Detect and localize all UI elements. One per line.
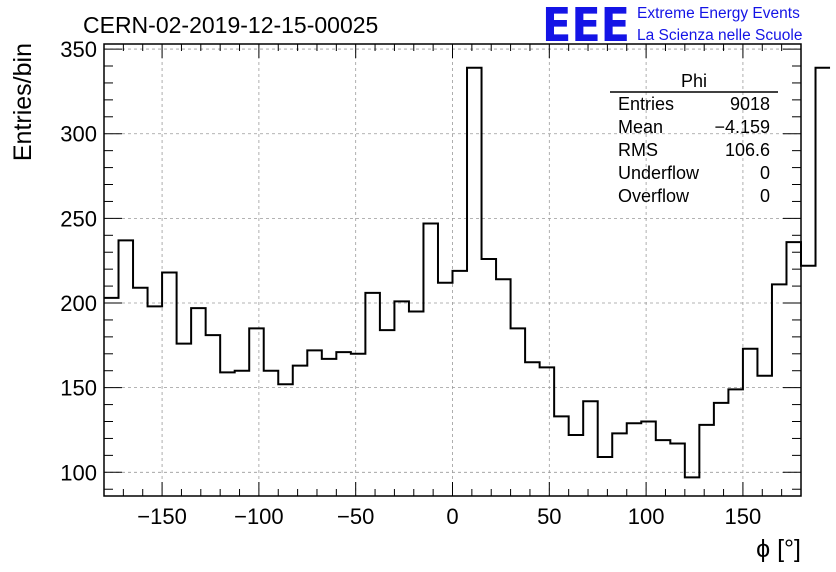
stats-value: 106.6	[725, 140, 770, 160]
run-title: CERN-02-2019-12-15-00025	[83, 12, 378, 38]
histogram-bin	[394, 301, 409, 496]
stats-label: Overflow	[618, 186, 690, 206]
histogram-bin	[409, 311, 424, 496]
histogram-bin	[293, 366, 308, 496]
histogram-bin	[583, 401, 598, 496]
stats-box: Phi Entries 9018 Mean −4.159 RMS 106.6 Underfl…	[610, 71, 778, 206]
histogram-bin	[249, 328, 264, 496]
histogram-bin	[148, 306, 163, 496]
histogram-bin	[206, 335, 221, 496]
histogram-bin	[119, 240, 134, 496]
x-tick-label: −150	[137, 504, 187, 529]
histogram-bin	[496, 279, 511, 496]
stats-label: Mean	[618, 117, 663, 137]
histogram-bin	[351, 354, 366, 496]
histogram-bin	[699, 425, 714, 496]
stats-label: RMS	[618, 140, 658, 160]
x-tick-label: 150	[725, 504, 762, 529]
histogram-bin	[685, 477, 700, 496]
histogram-bin	[220, 372, 235, 496]
y-tick-label: 300	[60, 122, 97, 147]
histogram-bin	[162, 273, 177, 496]
histogram-bin	[525, 362, 540, 496]
histogram-bin	[714, 403, 729, 496]
stats-value: 0	[760, 163, 770, 183]
histogram-bin	[423, 223, 438, 496]
histogram-outline	[104, 66, 831, 479]
histogram-bin	[540, 367, 555, 496]
histogram-bin	[743, 349, 758, 496]
x-tick-labels: −150 −100 −50 0 50 100 150	[137, 504, 761, 529]
y-tick-labels: 100 150 200 250 300 350	[60, 37, 97, 485]
histogram-bin	[191, 308, 206, 496]
x-axis-label: ϕ [°]	[756, 535, 801, 563]
stats-value: 9018	[730, 94, 770, 114]
histogram-bin	[627, 423, 642, 496]
histogram-bin	[728, 389, 743, 496]
y-tick-label: 100	[60, 460, 97, 485]
x-tick-label: 0	[446, 504, 458, 529]
x-tick-label: −100	[234, 504, 284, 529]
y-tick-label: 350	[60, 37, 97, 62]
histogram-bin	[278, 384, 293, 496]
stats-label: Underflow	[618, 163, 700, 183]
histogram-bin	[133, 288, 148, 496]
histogram-bin	[453, 271, 468, 496]
logo-line-1: Extreme Energy Events	[637, 5, 800, 22]
histogram-bin	[482, 259, 497, 496]
histogram-bin	[307, 350, 322, 496]
histogram-bin	[598, 457, 613, 496]
histogram-bin	[264, 371, 279, 496]
histogram-bin	[612, 433, 627, 496]
histogram-bin	[235, 371, 250, 496]
histogram-bin	[380, 330, 395, 496]
stats-label: Entries	[618, 94, 674, 114]
histogram-bin	[641, 422, 656, 496]
y-tick-label: 200	[60, 291, 97, 316]
histogram-bin	[322, 359, 337, 496]
histogram-bin	[177, 344, 192, 496]
stats-value: 0	[760, 186, 770, 206]
x-tick-label: −50	[337, 504, 374, 529]
histogram-bin	[554, 416, 569, 496]
histogram-bin	[801, 266, 816, 496]
stats-rows: Entries 9018 Mean −4.159 RMS 106.6 Underflow 0 O…	[618, 94, 770, 206]
histogram-bin	[569, 435, 584, 496]
histogram-bin	[336, 352, 351, 496]
histogram-bin	[438, 283, 453, 496]
logo-line-2: La Scienza nelle Scuole	[637, 27, 802, 44]
x-tick-label: 50	[537, 504, 561, 529]
axis-ticks	[103, 44, 802, 496]
histogram-bin	[365, 293, 380, 496]
histogram-bin	[786, 242, 801, 496]
histogram-bin	[467, 68, 482, 496]
histogram-bin	[656, 440, 671, 496]
y-tick-label: 150	[60, 376, 97, 401]
histogram-bin	[816, 68, 831, 496]
x-tick-label: 100	[628, 504, 665, 529]
histogram-bin	[511, 328, 526, 496]
histogram-bin	[670, 444, 685, 496]
histogram-bin	[772, 284, 787, 496]
y-tick-label: 250	[60, 206, 97, 231]
y-axis-label: Entries/bin	[9, 43, 37, 161]
histogram-bin	[104, 298, 119, 496]
stats-value: −4.159	[714, 117, 770, 137]
histogram-bin	[757, 376, 772, 496]
stats-title: Phi	[681, 71, 707, 91]
